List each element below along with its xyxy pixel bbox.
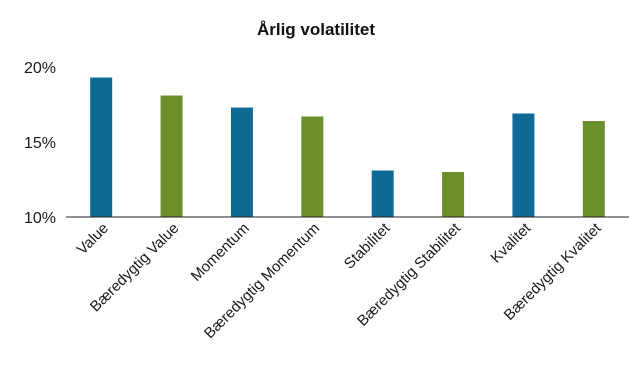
bar	[230, 107, 253, 217]
bar	[301, 116, 324, 217]
x-category-label: Bæredygtig Momentum	[201, 220, 323, 342]
y-tick-label: 20%	[24, 60, 56, 77]
x-category-label: Stabilitet	[341, 219, 394, 272]
bar	[442, 172, 465, 217]
x-category-label: Value	[74, 220, 112, 258]
chart-title: Årlig volatilitet	[256, 20, 376, 39]
y-tick-label: 10%	[24, 210, 56, 227]
x-category-label: Momentum	[188, 220, 253, 285]
y-axis-ticks: 10% 15% 20%	[24, 60, 56, 227]
y-tick-label: 15%	[24, 135, 56, 152]
bar	[160, 95, 183, 217]
bar	[90, 77, 113, 217]
bar	[371, 170, 394, 217]
bars	[90, 77, 605, 217]
x-category-label: Kvalitet	[487, 219, 534, 266]
bar	[582, 121, 605, 217]
bar	[512, 113, 535, 217]
